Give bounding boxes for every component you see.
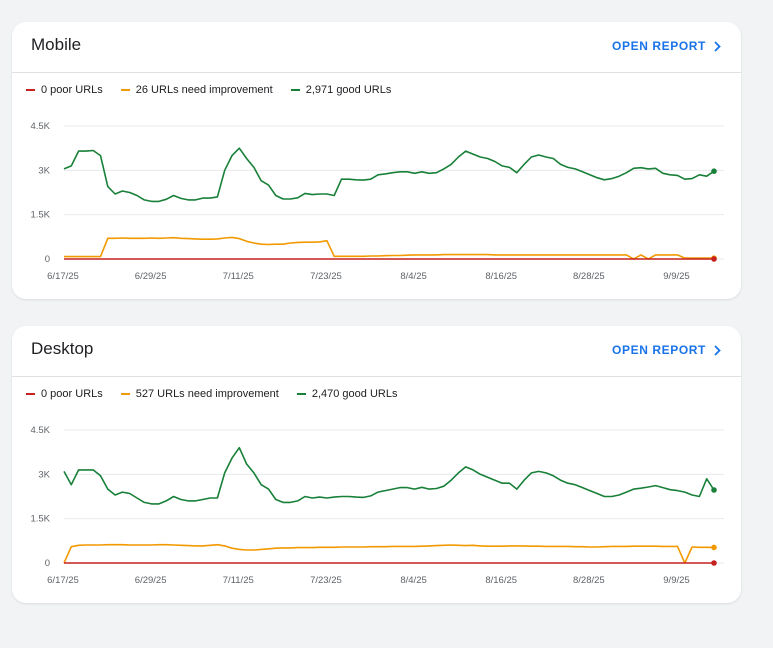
- series-endpoint-poor: [711, 560, 717, 566]
- open-report-label: OPEN REPORT: [612, 39, 706, 53]
- legend-swatch-needs-improvement: [120, 89, 130, 91]
- card-title: Mobile: [31, 35, 82, 54]
- legend-swatch-poor: [26, 393, 35, 395]
- chevron-right-icon: [714, 344, 721, 356]
- legend-item-good[interactable]: 2,971 good URLs: [290, 84, 392, 96]
- x-tick-label: 9/9/25: [663, 575, 689, 586]
- x-tick-label: 7/11/25: [223, 271, 254, 282]
- x-tick-label: 8/4/25: [400, 575, 426, 586]
- y-tick-label: 0: [45, 558, 50, 569]
- series-line-needs-improvement: [63, 543, 715, 564]
- legend-label-poor: 0 poor URLs: [41, 84, 103, 96]
- x-tick-label: 6/17/25: [47, 271, 79, 282]
- desktop-card: Desktop OPEN REPORT 0 poor URLs 527 URLs…: [12, 326, 741, 603]
- x-tick-label: 8/16/25: [485, 271, 517, 282]
- x-tick-label: 8/4/25: [400, 271, 426, 282]
- y-tick-label: 4.5K: [30, 121, 50, 132]
- legend-label-good: 2,971 good URLs: [305, 84, 392, 96]
- series-endpoint-poor: [711, 256, 717, 262]
- x-tick-label: 6/17/25: [47, 575, 79, 586]
- card-header: Desktop OPEN REPORT: [12, 326, 741, 377]
- x-tick-label: 7/23/25: [310, 271, 342, 282]
- y-tick-label: 0: [45, 254, 50, 265]
- mobile-line-chart: 0 1.5K 3K 4.5K 6/17/25 6/29/25 7/11/25 7/23/25 8…: [30, 121, 724, 282]
- legend-label-needs-improvement: 527 URLs need improvement: [135, 388, 279, 400]
- x-tick-label: 9/9/25: [663, 271, 689, 282]
- open-report-button[interactable]: OPEN REPORT: [612, 343, 721, 357]
- y-tick-label: 4.5K: [30, 425, 50, 436]
- series-endpoint-good: [711, 168, 717, 174]
- x-tick-label: 6/29/25: [135, 575, 167, 586]
- y-tick-label: 3K: [38, 165, 50, 176]
- y-tick-label: 1.5K: [30, 210, 50, 221]
- x-tick-label: 8/28/25: [573, 575, 605, 586]
- desktop-line-chart: 0 1.5K 3K 4.5K 6/17/25 6/29/25 7/11/25 7/23/25 8…: [30, 425, 724, 586]
- legend-swatch-poor: [26, 89, 35, 91]
- legend-label-poor: 0 poor URLs: [41, 388, 103, 400]
- legend-label-needs-improvement: 26 URLs need improvement: [135, 84, 273, 96]
- mobile-card: Mobile OPEN REPORT 0 poor URLs 26 URLs n…: [12, 22, 741, 299]
- x-tick-label: 7/23/25: [310, 575, 342, 586]
- legend-swatch-good: [290, 89, 300, 91]
- chart-legend: 0 poor URLs 527 URLs need improvement 2,…: [26, 388, 415, 400]
- legend-item-poor[interactable]: 0 poor URLs: [26, 84, 103, 96]
- y-tick-label: 1.5K: [30, 514, 50, 525]
- y-tick-label: 3K: [38, 469, 50, 480]
- legend-item-needs-improvement[interactable]: 26 URLs need improvement: [120, 84, 273, 96]
- x-tick-label: 6/29/25: [135, 271, 167, 282]
- chart-legend: 0 poor URLs 26 URLs need improvement 2,9…: [26, 84, 409, 96]
- legend-item-needs-improvement[interactable]: 527 URLs need improvement: [120, 388, 279, 400]
- legend-item-poor[interactable]: 0 poor URLs: [26, 388, 103, 400]
- series-line-good: [63, 147, 715, 203]
- series-line-needs-improvement: [64, 236, 715, 260]
- legend-label-good: 2,470 good URLs: [311, 388, 398, 400]
- card-title: Desktop: [31, 339, 94, 358]
- x-tick-label: 8/28/25: [573, 271, 605, 282]
- x-tick-label: 7/11/25: [223, 575, 254, 586]
- series-line-good: [63, 446, 715, 505]
- open-report-label: OPEN REPORT: [612, 343, 706, 357]
- series-endpoint-needs-improvement: [711, 544, 717, 551]
- chevron-right-icon: [714, 40, 721, 52]
- card-header: Mobile OPEN REPORT: [12, 22, 741, 73]
- legend-item-good[interactable]: 2,470 good URLs: [296, 388, 398, 400]
- series-endpoint-good: [711, 487, 717, 493]
- open-report-button[interactable]: OPEN REPORT: [612, 39, 721, 53]
- legend-swatch-needs-improvement: [120, 393, 130, 395]
- legend-swatch-good: [296, 393, 306, 395]
- x-tick-label: 8/16/25: [485, 575, 517, 586]
